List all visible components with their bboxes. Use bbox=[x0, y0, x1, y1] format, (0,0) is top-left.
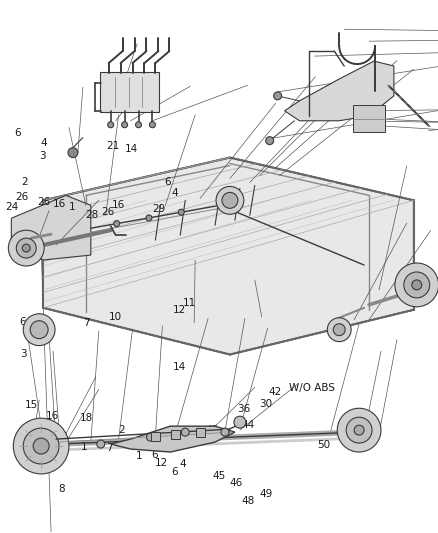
Text: 1: 1 bbox=[69, 202, 75, 212]
Text: 7: 7 bbox=[82, 318, 89, 328]
Circle shape bbox=[23, 314, 55, 345]
Text: 1: 1 bbox=[136, 451, 142, 462]
Text: 50: 50 bbox=[317, 440, 330, 450]
Circle shape bbox=[181, 428, 189, 436]
Text: 44: 44 bbox=[241, 419, 254, 430]
Text: 4: 4 bbox=[171, 188, 178, 198]
Text: 29: 29 bbox=[152, 204, 165, 214]
Circle shape bbox=[178, 209, 184, 215]
Circle shape bbox=[233, 416, 245, 428]
Text: 26: 26 bbox=[16, 191, 29, 201]
Circle shape bbox=[411, 280, 421, 290]
Text: 11: 11 bbox=[183, 297, 196, 308]
Polygon shape bbox=[11, 196, 91, 260]
Circle shape bbox=[273, 92, 281, 100]
Text: 8: 8 bbox=[58, 484, 65, 494]
Circle shape bbox=[332, 324, 344, 336]
Circle shape bbox=[96, 440, 105, 448]
Text: 15: 15 bbox=[25, 400, 38, 410]
Text: 7: 7 bbox=[106, 443, 113, 453]
Text: 6: 6 bbox=[150, 450, 157, 461]
Circle shape bbox=[30, 321, 48, 338]
Text: 4: 4 bbox=[41, 328, 47, 338]
Circle shape bbox=[215, 187, 243, 214]
Text: 3: 3 bbox=[39, 151, 46, 161]
Text: 48: 48 bbox=[241, 496, 254, 506]
Circle shape bbox=[149, 122, 155, 128]
Text: 24: 24 bbox=[6, 202, 19, 212]
Circle shape bbox=[107, 122, 113, 128]
Polygon shape bbox=[43, 158, 413, 354]
Circle shape bbox=[336, 408, 380, 452]
Text: W/O ABS: W/O ABS bbox=[288, 383, 334, 393]
Text: 6: 6 bbox=[171, 467, 178, 477]
Text: 12: 12 bbox=[154, 458, 167, 467]
FancyBboxPatch shape bbox=[99, 72, 159, 112]
Text: 4: 4 bbox=[41, 139, 47, 149]
Text: 6: 6 bbox=[19, 317, 25, 327]
Text: 20: 20 bbox=[31, 441, 44, 451]
Polygon shape bbox=[284, 61, 393, 121]
Circle shape bbox=[33, 438, 49, 454]
Circle shape bbox=[121, 122, 127, 128]
Text: 30: 30 bbox=[258, 399, 272, 409]
Circle shape bbox=[346, 417, 371, 443]
Circle shape bbox=[403, 272, 429, 298]
Text: 1: 1 bbox=[81, 442, 88, 452]
Text: 16: 16 bbox=[46, 411, 60, 421]
Text: 4: 4 bbox=[179, 459, 185, 469]
FancyBboxPatch shape bbox=[352, 105, 384, 132]
Text: 2: 2 bbox=[60, 442, 67, 452]
Text: 16: 16 bbox=[111, 200, 125, 210]
Text: 14: 14 bbox=[172, 362, 186, 372]
Circle shape bbox=[220, 428, 229, 436]
Polygon shape bbox=[110, 426, 234, 452]
Text: 36: 36 bbox=[237, 403, 250, 414]
Circle shape bbox=[353, 425, 363, 435]
Circle shape bbox=[135, 122, 141, 128]
Circle shape bbox=[265, 136, 273, 144]
Text: 26: 26 bbox=[37, 197, 51, 207]
Text: 2: 2 bbox=[21, 176, 27, 187]
FancyBboxPatch shape bbox=[170, 430, 179, 439]
Text: 45: 45 bbox=[212, 471, 226, 481]
Text: 26: 26 bbox=[102, 207, 115, 217]
Circle shape bbox=[8, 230, 44, 266]
Text: 21: 21 bbox=[106, 141, 119, 151]
Text: 18: 18 bbox=[80, 413, 93, 423]
Text: 14: 14 bbox=[124, 144, 138, 154]
Text: 6: 6 bbox=[14, 128, 21, 138]
Circle shape bbox=[113, 221, 120, 227]
Circle shape bbox=[327, 318, 350, 342]
Circle shape bbox=[146, 215, 152, 221]
Circle shape bbox=[16, 238, 36, 258]
Circle shape bbox=[13, 418, 69, 474]
Circle shape bbox=[394, 263, 438, 307]
Text: 10: 10 bbox=[109, 312, 122, 322]
Text: 12: 12 bbox=[172, 305, 186, 315]
Circle shape bbox=[68, 148, 78, 158]
FancyBboxPatch shape bbox=[151, 432, 159, 441]
Text: 2: 2 bbox=[118, 425, 125, 435]
Text: 16: 16 bbox=[52, 199, 65, 209]
Circle shape bbox=[22, 244, 30, 252]
Text: 6: 6 bbox=[164, 176, 171, 187]
Circle shape bbox=[23, 428, 59, 464]
FancyBboxPatch shape bbox=[195, 427, 204, 437]
Text: 42: 42 bbox=[268, 386, 281, 397]
Text: 43: 43 bbox=[205, 425, 219, 435]
Text: 28: 28 bbox=[85, 209, 99, 220]
Text: 49: 49 bbox=[258, 489, 272, 499]
Text: 3: 3 bbox=[20, 349, 26, 359]
Circle shape bbox=[146, 433, 154, 441]
Circle shape bbox=[222, 192, 237, 208]
Text: 46: 46 bbox=[229, 478, 242, 488]
